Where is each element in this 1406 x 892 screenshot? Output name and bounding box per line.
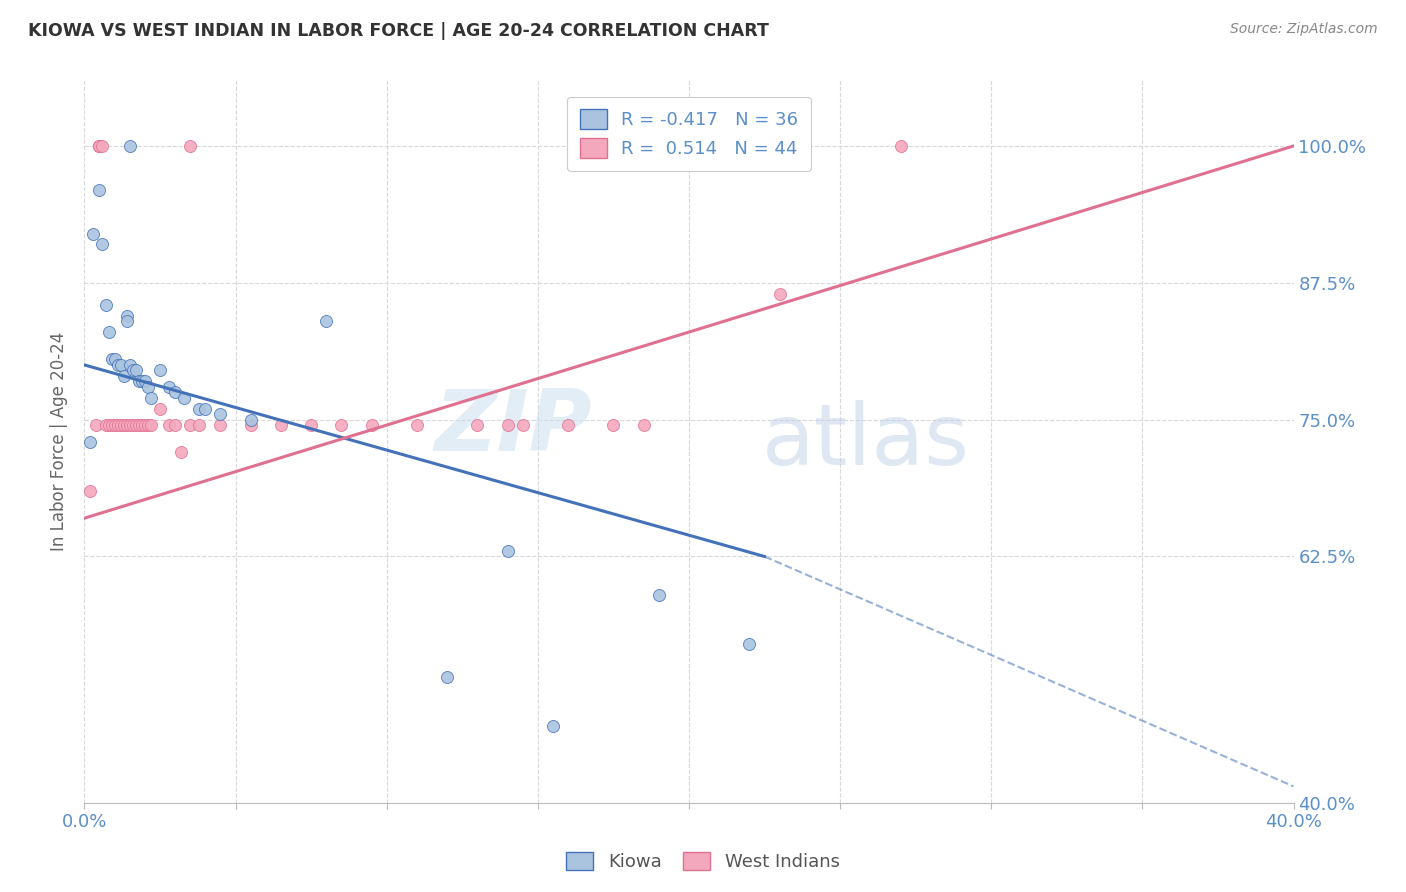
Point	[512, 418, 534, 433]
Point	[86, 418, 108, 433]
Point	[188, 418, 211, 433]
Point	[194, 401, 217, 416]
Point	[602, 418, 624, 433]
Point	[157, 418, 180, 433]
Point	[633, 418, 655, 433]
Point	[104, 352, 127, 367]
Point	[79, 434, 101, 449]
Point	[769, 286, 792, 301]
Point	[496, 544, 519, 558]
Text: Source: ZipAtlas.com: Source: ZipAtlas.com	[1230, 22, 1378, 37]
Point	[136, 418, 159, 433]
Point	[97, 418, 120, 433]
Point	[179, 418, 201, 433]
Point	[738, 637, 761, 651]
Point	[170, 445, 193, 459]
Point	[239, 412, 262, 426]
Point	[100, 418, 122, 433]
Point	[315, 314, 337, 328]
Point	[406, 418, 429, 433]
Text: KIOWA VS WEST INDIAN IN LABOR FORCE | AGE 20-24 CORRELATION CHART: KIOWA VS WEST INDIAN IN LABOR FORCE | AG…	[28, 22, 769, 40]
Point	[165, 385, 187, 400]
Point	[330, 418, 353, 433]
Point	[94, 418, 117, 433]
Point	[299, 418, 322, 433]
Text: atlas: atlas	[762, 400, 970, 483]
Point	[121, 363, 143, 377]
Point	[112, 418, 135, 433]
Point	[89, 139, 111, 153]
Point	[648, 588, 671, 602]
Point	[112, 368, 135, 383]
Point	[209, 418, 232, 433]
Point	[134, 418, 156, 433]
Point	[436, 670, 458, 684]
Point	[94, 298, 117, 312]
Point	[89, 139, 111, 153]
Point	[97, 325, 120, 339]
Point	[496, 418, 519, 433]
Point	[115, 418, 138, 433]
Point	[139, 391, 162, 405]
Point	[557, 418, 579, 433]
Point	[115, 309, 138, 323]
Point	[165, 418, 187, 433]
Legend: R = -0.417   N = 36, R =  0.514   N = 44: R = -0.417 N = 36, R = 0.514 N = 44	[567, 96, 811, 170]
Y-axis label: In Labor Force | Age 20-24: In Labor Force | Age 20-24	[51, 332, 69, 551]
Point	[179, 139, 201, 153]
Point	[118, 418, 141, 433]
Point	[541, 719, 564, 733]
Point	[89, 183, 111, 197]
Point	[209, 407, 232, 421]
Text: ZIP: ZIP	[434, 385, 592, 468]
Point	[100, 352, 122, 367]
Point	[110, 358, 132, 372]
Point	[104, 418, 127, 433]
Point	[139, 418, 162, 433]
Point	[173, 391, 195, 405]
Point	[128, 418, 150, 433]
Point	[115, 314, 138, 328]
Point	[118, 139, 141, 153]
Point	[91, 139, 114, 153]
Legend: Kiowa, West Indians: Kiowa, West Indians	[560, 845, 846, 879]
Point	[149, 363, 172, 377]
Point	[82, 227, 104, 241]
Point	[128, 374, 150, 388]
Point	[121, 418, 143, 433]
Point	[91, 237, 114, 252]
Point	[239, 418, 262, 433]
Point	[157, 380, 180, 394]
Point	[110, 418, 132, 433]
Point	[131, 374, 153, 388]
Point	[188, 401, 211, 416]
Point	[107, 358, 129, 372]
Point	[89, 139, 111, 153]
Point	[118, 358, 141, 372]
Point	[149, 401, 172, 416]
Point	[270, 418, 292, 433]
Point	[134, 374, 156, 388]
Point	[79, 483, 101, 498]
Point	[467, 418, 489, 433]
Point	[360, 418, 382, 433]
Point	[136, 380, 159, 394]
Point	[125, 418, 148, 433]
Point	[890, 139, 912, 153]
Point	[107, 418, 129, 433]
Point	[125, 363, 148, 377]
Point	[131, 418, 153, 433]
